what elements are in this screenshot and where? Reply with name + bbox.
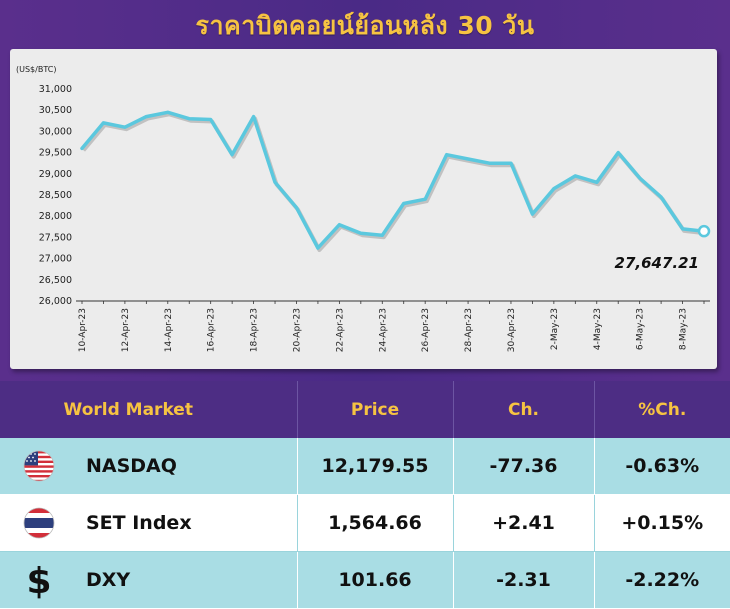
world-market-table: World Market Price Ch. %Ch. — [0, 381, 730, 609]
x-tick-label: 30-Apr-23 — [507, 308, 517, 352]
x-tick-label: 8-May-23 — [679, 308, 689, 350]
x-tick-label: 16-Apr-23 — [207, 308, 217, 352]
price-cell: 101.66 — [297, 551, 454, 609]
x-tick-label: 12-Apr-23 — [121, 308, 131, 352]
x-tick-label: 6-May-23 — [636, 308, 646, 350]
x-tick-label: 18-Apr-23 — [250, 308, 260, 352]
table-row-dxy: $ DXY 101.66 -2.31 -2.22% — [0, 551, 730, 609]
y-tick-label: 26,500 — [39, 275, 72, 286]
market-name: NASDAQ — [86, 455, 177, 477]
chart-card: (US$/BTC) 26,000 26,500 27,000 27,500 28,000… — [10, 49, 717, 369]
pct-change-cell: -0.63% — [594, 438, 730, 495]
x-tick-label: 26-Apr-23 — [421, 308, 431, 352]
series-btc — [80, 110, 711, 252]
chart-panel: ราคาบิตคอยน์ย้อนหลัง 30 วัน (US$/BTC) 26… — [0, 0, 730, 381]
chart-title: ราคาบิตคอยน์ย้อนหลัง 30 วัน — [195, 11, 535, 40]
y-tick-label: 26,000 — [39, 296, 72, 307]
y-tick-label: 28,500 — [39, 190, 72, 201]
y-tick-label: 27,500 — [39, 232, 72, 243]
x-tick-label: 4-May-23 — [593, 308, 603, 350]
dollar-sign-icon: $ — [22, 561, 56, 600]
last-point-marker — [697, 224, 711, 238]
y-tick-label: 29,500 — [39, 148, 72, 159]
x-tick-label: 24-Apr-23 — [378, 308, 388, 352]
market-name: SET Index — [86, 512, 192, 534]
pct-change-cell: -2.22% — [594, 551, 730, 609]
series-shadow — [81, 112, 706, 252]
y-tick-label: 29,000 — [39, 169, 72, 180]
svg-text:$: $ — [26, 561, 51, 600]
y-tick-label: 30,500 — [39, 105, 72, 116]
change-cell: -2.31 — [453, 551, 595, 609]
x-tick-label: 22-Apr-23 — [335, 308, 345, 352]
y-tick-label: 27,000 — [39, 254, 72, 265]
unit-label: (US$/BTC) — [16, 65, 56, 74]
x-tick-label: 28-Apr-23 — [464, 308, 474, 352]
y-axis: 26,000 26,500 27,000 27,500 28,000 28,500 29,0… — [39, 84, 72, 307]
line-chart: (US$/BTC) 26,000 26,500 27,000 27,500 28,000… — [16, 65, 711, 352]
header-world-market: World Market — [0, 381, 298, 438]
x-tick-label: 14-Apr-23 — [164, 308, 174, 352]
header-ch: Ch. — [453, 381, 595, 438]
market-name: DXY — [86, 569, 131, 591]
x-axis: 10-Apr-23 12-Apr-23 14-Apr-23 16-Apr-23 18-A… — [76, 300, 710, 352]
change-cell: -77.36 — [453, 438, 595, 495]
table-row-set-index: SET Index 1,564.66 +2.41 +0.15% — [0, 494, 730, 552]
y-tick-label: 31,000 — [39, 84, 72, 95]
y-tick-label: 28,000 — [39, 211, 72, 222]
header-price: Price — [297, 381, 454, 438]
price-cell: 1,564.66 — [297, 494, 454, 552]
x-tick-label: 2-May-23 — [550, 308, 560, 350]
pct-change-cell: +0.15% — [594, 494, 730, 552]
us-flag-icon — [22, 449, 56, 483]
y-tick-label: 30,000 — [39, 126, 72, 137]
x-tick-label: 20-Apr-23 — [292, 308, 302, 352]
change-cell: +2.41 — [453, 494, 595, 552]
series-line — [80, 110, 706, 250]
table-row-nasdaq: NASDAQ 12,179.55 -77.36 -0.63% — [0, 438, 730, 495]
x-tick-label: 10-Apr-23 — [78, 308, 88, 352]
table-header-row: World Market Price Ch. %Ch. — [0, 381, 730, 438]
header-pct-ch: %Ch. — [594, 381, 730, 438]
last-value-label: 27,647.21 — [615, 254, 699, 272]
price-cell: 12,179.55 — [297, 438, 454, 495]
thai-flag-icon — [22, 506, 56, 540]
